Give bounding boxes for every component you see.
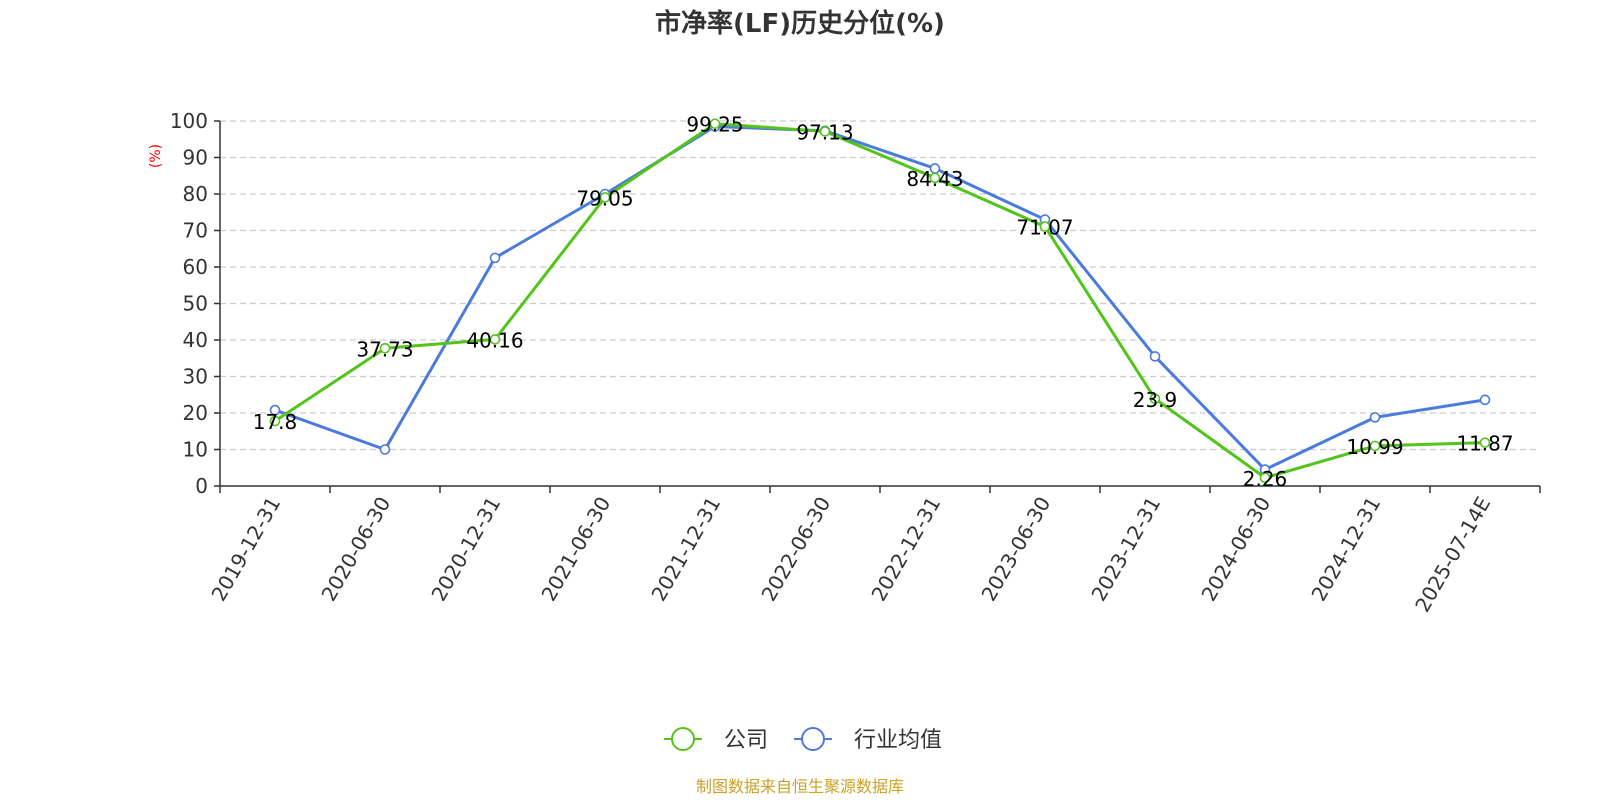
data-point-company — [709, 118, 721, 130]
legend-label-company: 公司 — [724, 728, 768, 753]
series-lines — [269, 118, 1491, 484]
data-point-company — [1479, 437, 1491, 448]
data-label: 2.26 — [1243, 467, 1288, 491]
x-tick-label: 2024-06-30 — [1196, 493, 1275, 606]
data-labels: 17.8 37.73 40.16 79.05 99.25 97.13 84.43 71.07 2… — [253, 113, 1514, 491]
y-tick-label: 60 — [183, 255, 208, 279]
data-label: 97.13 — [796, 120, 853, 144]
series-line-company — [274, 122, 1486, 480]
data-label: 99.25 — [686, 113, 743, 137]
y-tick-label: 40 — [183, 328, 208, 352]
data-label: 37.73 — [356, 337, 413, 361]
x-tick-label: 2024-12-31 — [1306, 493, 1385, 606]
x-tick-label: 2023-06-30 — [976, 493, 1055, 606]
data-point-company — [379, 342, 391, 354]
data-point-industry — [489, 252, 501, 264]
x-tick-label: 2025-07-14E — [1410, 493, 1495, 617]
y-tick-label: 50 — [183, 292, 208, 316]
y-tick-label: 80 — [183, 182, 208, 206]
data-label: 23.9 — [1133, 388, 1178, 412]
legend: 公司 行业均值 — [664, 727, 942, 753]
data-point-industry — [1479, 394, 1491, 406]
data-point-company — [1369, 440, 1381, 452]
legend-label-industry: 行业均值 — [854, 728, 942, 753]
x-tick-label: 2023-12-31 — [1086, 493, 1165, 606]
x-tick-label: 2022-06-30 — [756, 493, 835, 606]
data-point-company — [599, 192, 611, 203]
data-point-industry — [379, 444, 391, 455]
legend-marker-industry — [801, 727, 825, 751]
grid-lines — [220, 120, 1540, 451]
data-label: 84.43 — [906, 167, 963, 191]
y-tick-label: 70 — [183, 219, 208, 243]
data-point-company — [489, 334, 501, 345]
data-point-company — [269, 415, 281, 427]
y-tick-label: 0 — [195, 474, 208, 498]
y-tick-label: 10 — [183, 438, 208, 462]
data-label: 71.07 — [1016, 216, 1073, 240]
data-point-industry — [269, 404, 281, 416]
legend-marker-company — [671, 727, 695, 751]
data-label: 17.8 — [253, 410, 298, 434]
data-point-industry — [1149, 351, 1161, 362]
data-source-note: 制图数据来自恒生聚源数据库 — [696, 777, 904, 796]
data-point-company — [1259, 472, 1271, 484]
series-line-industry — [274, 124, 1486, 472]
data-point-company — [1039, 221, 1051, 232]
y-tick-label: 90 — [183, 146, 208, 170]
x-tick-label: 2020-12-31 — [426, 493, 505, 606]
x-tick-label: 2021-06-30 — [536, 493, 615, 606]
x-tick-label: 2020-06-30 — [316, 493, 395, 606]
chart-title: 市净率(LF)历史分位(%) — [655, 8, 945, 39]
x-tick-label: 2019-12-31 — [206, 493, 285, 606]
data-point-company — [819, 126, 831, 137]
data-label: 40.16 — [466, 328, 523, 352]
data-label: 11.87 — [1456, 432, 1513, 456]
y-tick-label: 100 — [170, 109, 208, 133]
data-label: 79.05 — [576, 186, 633, 210]
data-label: 10.99 — [1346, 435, 1403, 459]
x-tick-label: 2021-12-31 — [646, 493, 725, 606]
y-tick-label: 30 — [183, 365, 208, 389]
data-point-company — [1149, 393, 1161, 405]
data-point-company — [929, 172, 941, 184]
y-axis-unit-label: (%) — [148, 144, 164, 168]
data-point-industry — [1369, 412, 1381, 423]
x-tick-label: 2022-12-31 — [866, 493, 945, 606]
axes: 0 10 20 30 40 50 60 70 80 90 100 2019-12-31 2020-06-… — [170, 109, 1541, 617]
y-tick-label: 20 — [183, 401, 208, 425]
